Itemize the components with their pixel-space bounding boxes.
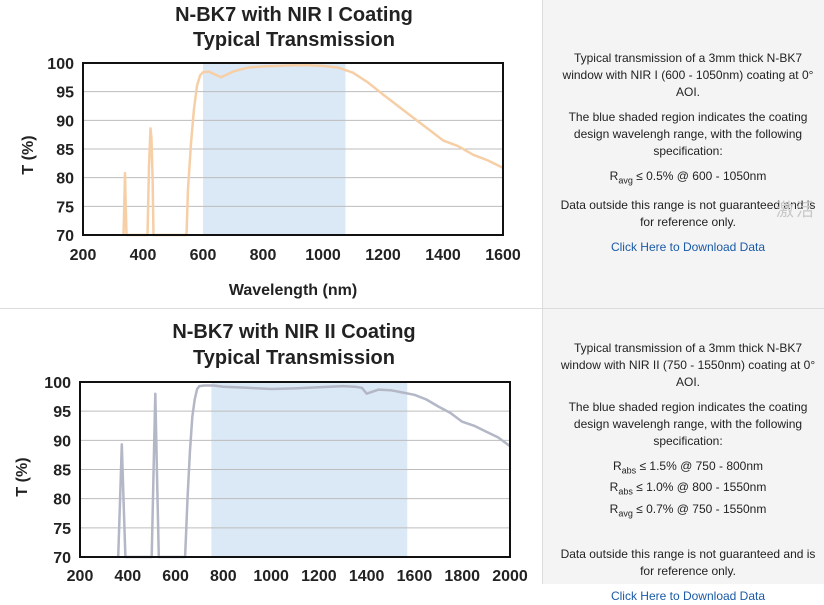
x-tick-label: 1200 — [365, 247, 401, 264]
y-tick-label: 85 — [53, 463, 71, 480]
y-tick-label: 90 — [53, 433, 71, 450]
download-data-link[interactable]: Click Here to Download Data — [610, 589, 766, 604]
y-axis-label: T (%) — [14, 457, 31, 496]
plot-frame — [82, 62, 504, 236]
spec-line: Ravg ≤ 0.7% @ 750 - 1550nm — [609, 501, 767, 519]
x-tick-label: 1600 — [485, 247, 521, 264]
download-data-link[interactable]: Click Here to Download Data — [610, 240, 766, 255]
x-tick-label: 400 — [114, 568, 141, 584]
transmission-chart-nir1: N-BK7 with NIR I Coating Typical Transmi… — [20, 4, 521, 299]
chart-title-line1: N-BK7 with NIR I Coating — [175, 4, 413, 26]
x-tick-label: 200 — [70, 247, 97, 264]
x-tick-label: 1800 — [444, 568, 480, 584]
spec-line: Rabs ≤ 1.0% @ 800 - 1550nm — [609, 480, 767, 497]
chart-row-2: N-BK7 with NIR II Coating Typical Transm… — [0, 308, 824, 603]
info-description: Typical transmission of a 3mm thick N-BK… — [562, 51, 814, 99]
y-tick-label: 80 — [56, 171, 74, 188]
chart-panel-1: N-BK7 with NIR I Coating Typical Transmi… — [0, 0, 542, 308]
x-axis-label: Wavelength (nm) — [229, 282, 357, 299]
info-text-block-2: Typical transmission of a 3mm thick N-BK… — [555, 340, 821, 605]
y-tick-label: 95 — [56, 85, 74, 102]
chart-title-line1: N-BK7 with NIR II Coating — [172, 321, 415, 343]
plot-area — [80, 382, 511, 559]
y-axis-label: T (%) — [20, 135, 37, 174]
info-disclaimer: Data outside this range is not guarantee… — [560, 547, 816, 579]
x-tick-label: 1200 — [301, 568, 337, 584]
transmission-series-line — [122, 64, 504, 237]
y-tick-label: 100 — [47, 56, 74, 73]
transmission-series-line — [116, 384, 511, 559]
info-band-note: The blue shaded region indicates the coa… — [568, 110, 808, 158]
x-tick-label: 800 — [210, 568, 237, 584]
plot-frame — [79, 381, 511, 558]
chart-panel-2: N-BK7 with NIR II Coating Typical Transm… — [0, 309, 542, 584]
activation-watermark: 激活 — [776, 200, 816, 221]
chart-row-1: N-BK7 with NIR I Coating Typical Transmi… — [0, 0, 824, 308]
info-band-note: The blue shaded region indicates the coa… — [568, 400, 808, 448]
y-tick-label: 85 — [56, 142, 74, 159]
chart-title-line2: Typical Transmission — [193, 29, 395, 51]
y-tick-label: 95 — [53, 404, 71, 421]
x-tick-label: 2000 — [492, 568, 528, 584]
y-tick-label: 80 — [53, 492, 71, 509]
x-tick-label: 1400 — [425, 247, 461, 264]
x-tick-label: 400 — [130, 247, 157, 264]
y-tick-label: 75 — [53, 521, 71, 538]
spec-line: Ravg ≤ 0.5% @ 600 - 1050nm — [609, 169, 767, 186]
x-tick-label: 1000 — [305, 247, 341, 264]
info-disclaimer: Data outside this range is not guarantee… — [560, 198, 816, 230]
y-tick-label: 70 — [56, 228, 74, 245]
y-tick-label: 100 — [44, 375, 71, 392]
chart-title-line2: Typical Transmission — [193, 347, 395, 369]
info-panel-2: Typical transmission of a 3mm thick N-BK… — [542, 309, 824, 603]
x-tick-label: 1400 — [349, 568, 385, 584]
x-tick-label: 600 — [190, 247, 217, 264]
x-tick-label: 600 — [162, 568, 189, 584]
x-tick-label: 1000 — [253, 568, 289, 584]
spec-line: Rabs ≤ 1.5% @ 750 - 800nm — [612, 459, 764, 476]
x-tick-label: 1600 — [397, 568, 433, 584]
y-tick-label: 90 — [56, 113, 74, 130]
plot-area — [83, 63, 504, 237]
info-text-block-1: Typical transmission of a 3mm thick N-BK… — [555, 50, 821, 256]
x-tick-label: 800 — [250, 247, 277, 264]
y-tick-label: 75 — [56, 199, 74, 216]
x-tick-label: 200 — [67, 568, 94, 584]
info-panel-1: Typical transmission of a 3mm thick N-BK… — [542, 0, 824, 308]
transmission-chart-nir2: N-BK7 with NIR II Coating Typical Transm… — [14, 321, 528, 584]
info-description: Typical transmission of a 3mm thick N-BK… — [560, 341, 816, 389]
y-tick-label: 70 — [53, 550, 71, 567]
